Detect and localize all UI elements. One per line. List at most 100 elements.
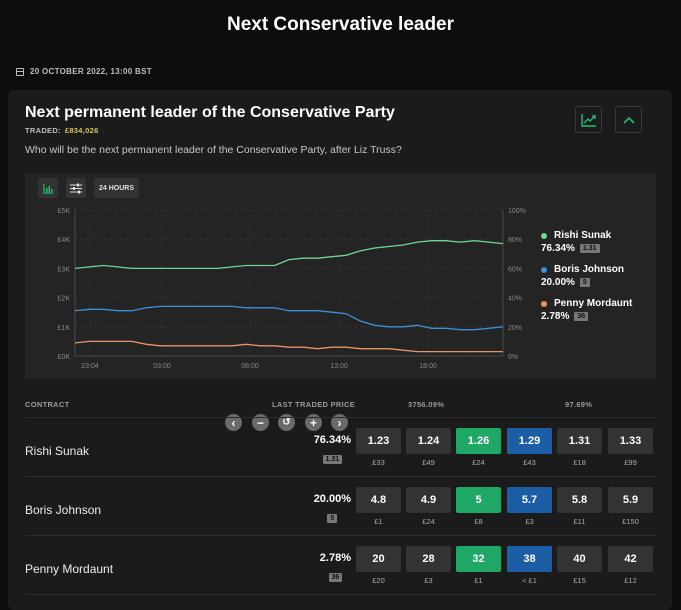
lay-price-2[interactable]: 1.31 £18 — [557, 428, 602, 467]
price: 5.9 — [608, 487, 653, 513]
ltp-pct: 20.00% — [313, 493, 351, 505]
last-traded: 2.78% 36 — [320, 552, 351, 584]
back-price-3[interactable]: 20 £20 — [356, 546, 401, 585]
y-right-tick: 100% — [508, 208, 526, 215]
lay-price-1[interactable]: 5.7 £3 — [507, 487, 552, 526]
lay-price-2[interactable]: 40 £15 — [557, 546, 602, 585]
odds-badge: 5 — [579, 278, 590, 287]
y-right-tick: 80% — [508, 237, 522, 244]
legend-dot — [541, 232, 547, 239]
legend-pct: 20.00% — [541, 277, 575, 288]
legend-name: Boris Johnson — [554, 264, 625, 275]
price: 32 — [456, 546, 501, 572]
price: 4.9 — [406, 487, 451, 513]
collapse-button[interactable] — [615, 106, 642, 133]
price: 40 — [557, 546, 602, 572]
lay-price-1[interactable]: 1.29 £43 — [507, 428, 552, 467]
odds-badge: 36 — [574, 312, 589, 321]
traded-info: TRADED: £834,026 — [25, 126, 99, 135]
time-range-button[interactable]: 24 HOURS — [94, 178, 140, 198]
lay-price-3[interactable]: 1.33 £99 — [608, 428, 653, 467]
contract-header: CONTRACT — [25, 400, 70, 409]
odds-badge: 1.31 — [579, 244, 600, 253]
y-right-tick: 0% — [508, 354, 518, 361]
chevron-up-icon — [622, 116, 635, 124]
bar-chart-button[interactable] — [38, 178, 58, 198]
calendar-icon — [16, 67, 24, 76]
pan-left-button[interactable]: ‹ — [225, 414, 242, 431]
volume: £1 — [374, 517, 383, 526]
series-line — [74, 340, 503, 353]
legend-item: Boris Johnson 20.00% 5 — [541, 264, 656, 288]
lay-price-2[interactable]: 5.8 £11 — [557, 487, 602, 526]
traded-amount: £834,026 — [64, 126, 99, 135]
date-text: 20 OCTOBER 2022, 13:00 BST — [30, 67, 152, 76]
back-price-1[interactable]: 1.26 £24 — [456, 428, 501, 467]
settings-button[interactable] — [66, 178, 86, 198]
last-traded: 76.34% 1.31 — [314, 434, 351, 466]
volume: £18 — [573, 458, 586, 467]
y-left-tick: £1K — [58, 325, 71, 332]
lay-price-3[interactable]: 5.9 £150 — [608, 487, 653, 526]
divider — [25, 535, 656, 536]
volume: < £1 — [522, 576, 537, 585]
back-price-1[interactable]: 32 £1 — [456, 546, 501, 585]
price: 38 — [507, 546, 552, 572]
contract-name: Penny Mordaunt — [25, 562, 114, 576]
price: 1.26 — [456, 428, 501, 454]
x-tick: 13:00 — [330, 363, 348, 370]
date-row: 20 OCTOBER 2022, 13:00 BST — [16, 67, 152, 76]
chart-panel: 24 HOURS £5K 100% £4K 80% £3K 60% £2K 40% £1K 20%… — [25, 173, 656, 431]
y-left-tick: £2K — [58, 296, 71, 303]
divider — [25, 476, 656, 477]
back-price-2[interactable]: 1.24 £49 — [406, 428, 451, 467]
volume: £15 — [573, 576, 586, 585]
series-line — [74, 305, 504, 331]
legend-pct: 2.78% — [541, 311, 570, 322]
x-tick: 18:00 — [419, 363, 437, 370]
price: 1.31 — [557, 428, 602, 454]
back-price-1[interactable]: 5 £8 — [456, 487, 501, 526]
back-book-header: 3756.09% — [408, 400, 445, 409]
price: 42 — [608, 546, 653, 572]
y-left-tick: £5K — [58, 208, 71, 215]
divider — [25, 594, 656, 595]
divider — [25, 417, 656, 418]
legend-name: Penny Mordaunt — [554, 298, 633, 309]
ltp-header: LAST TRADED PRICE — [272, 400, 356, 409]
volume: £3 — [525, 517, 534, 526]
reset-zoom-button[interactable]: ↺ — [278, 414, 295, 431]
ltp-pct: 76.34% — [313, 434, 351, 446]
volume: £150 — [622, 517, 639, 526]
y-right-tick: 60% — [508, 266, 522, 273]
volume: £1 — [474, 576, 483, 585]
contract-name: Rishi Sunak — [25, 444, 90, 458]
price: 1.24 — [406, 428, 451, 454]
last-traded: 20.00% 5 — [314, 493, 351, 525]
pan-right-button[interactable]: › — [331, 414, 348, 431]
market-card: Next permanent leader of the Conservativ… — [8, 90, 672, 610]
lay-price-3[interactable]: 42 £12 — [608, 546, 653, 585]
back-price-3[interactable]: 4.8 £1 — [356, 487, 401, 526]
y-right-tick: 20% — [508, 325, 522, 332]
zoom-in-button[interactable]: + — [305, 414, 322, 431]
volume: £8 — [474, 517, 483, 526]
table-row: Boris Johnson 20.00% 5 4.8 £1 4.9 £24 5 £8 … — [25, 487, 656, 546]
lay-book-header: 97.69% — [565, 400, 593, 409]
zoom-out-button[interactable]: − — [252, 414, 269, 431]
legend-item: Penny Mordaunt 2.78% 36 — [541, 298, 656, 322]
volume: £49 — [422, 458, 435, 467]
back-price-3[interactable]: 1.23 £33 — [356, 428, 401, 467]
market-title: Next permanent leader of the Conservativ… — [25, 104, 395, 121]
odds-badge: 5 — [327, 514, 338, 523]
price: 5.7 — [507, 487, 552, 513]
lay-price-1[interactable]: 38 < £1 — [507, 546, 552, 585]
volume: £33 — [372, 458, 385, 467]
price: 1.29 — [507, 428, 552, 454]
back-price-2[interactable]: 4.9 £24 — [406, 487, 451, 526]
contract-name: Boris Johnson — [25, 503, 102, 517]
table-row: Rishi Sunak 76.34% 1.31 1.23 £33 1.24 £49 … — [25, 428, 656, 487]
price: 28 — [406, 546, 451, 572]
chart-toggle-button[interactable] — [575, 106, 602, 133]
back-price-2[interactable]: 28 £3 — [406, 546, 451, 585]
